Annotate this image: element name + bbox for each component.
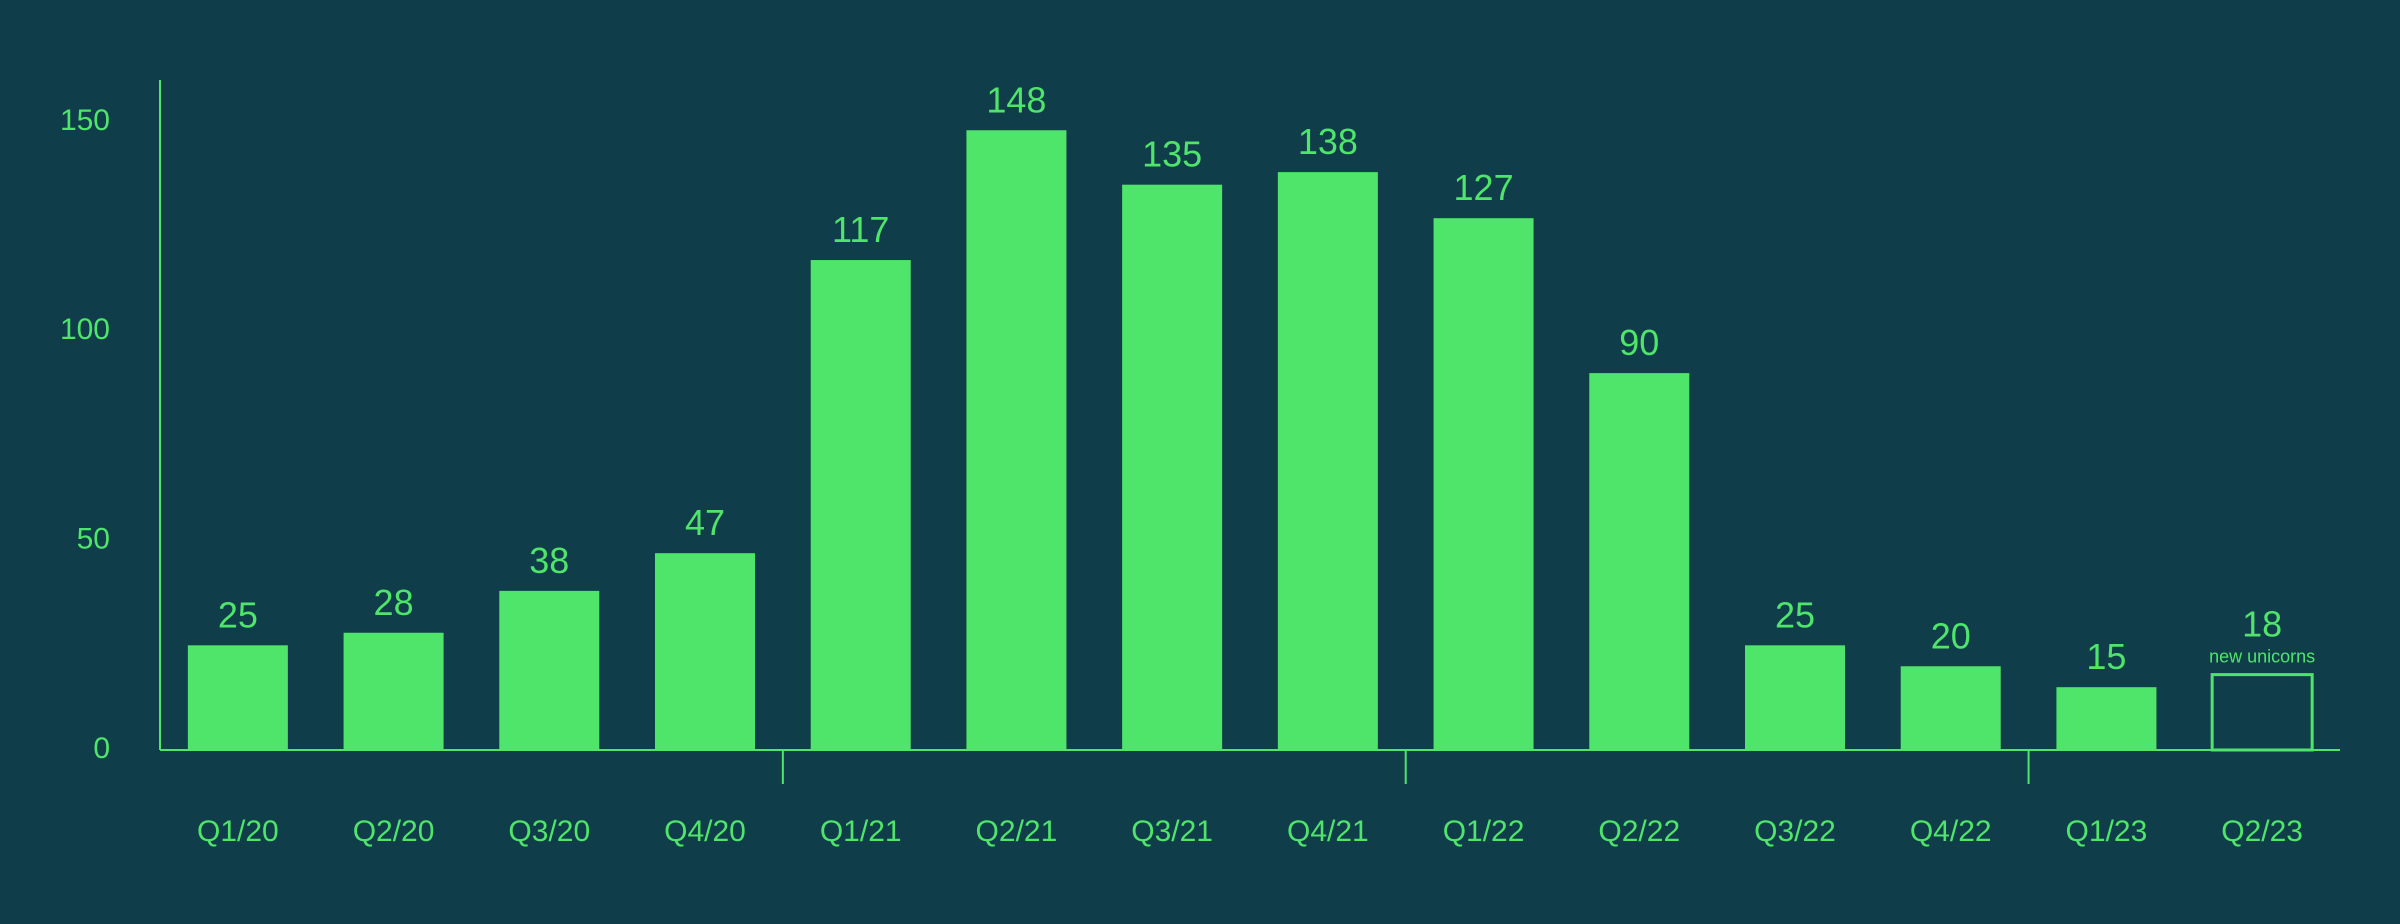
- bar-value-label: 25: [218, 594, 258, 635]
- bar-value-label: 135: [1142, 134, 1202, 175]
- bar: [966, 130, 1066, 750]
- bar: [655, 553, 755, 750]
- bar: [2056, 687, 2156, 750]
- x-tick-label: Q2/21: [976, 815, 1058, 848]
- bar-value-label: 28: [374, 582, 414, 623]
- bar-value-label: 127: [1454, 167, 1514, 208]
- x-tick-label: Q4/21: [1287, 815, 1369, 848]
- bar-value-label: 38: [529, 540, 569, 581]
- chart-svg: 0 50 100 150 25 Q1/20 28 Q2/20 38 Q3/20 47 Q4/20 117…: [0, 0, 2400, 924]
- bar: [344, 633, 444, 750]
- x-tick-label: Q2/22: [1598, 815, 1680, 848]
- x-tick-label: Q4/20: [664, 815, 746, 848]
- bar: [1901, 666, 2001, 750]
- bar-sublabel: new unicorns: [2209, 647, 2315, 667]
- bar: [1122, 185, 1222, 750]
- bar-value-label: 117: [832, 209, 889, 250]
- unicorns-bar-chart: 0 50 100 150 25 Q1/20 28 Q2/20 38 Q3/20 47 Q4/20 117…: [0, 0, 2400, 924]
- x-tick-label: Q3/20: [508, 815, 590, 848]
- x-tick-label: Q2/20: [353, 815, 435, 848]
- bar-value-label: 15: [2086, 636, 2126, 677]
- bar-value-label: 148: [986, 79, 1046, 120]
- x-tick-label: Q1/20: [197, 815, 279, 848]
- x-tick-label: Q3/22: [1754, 815, 1836, 848]
- y-tick-label: 0: [93, 732, 110, 765]
- bar-value-label: 25: [1775, 594, 1815, 635]
- y-tick-label: 50: [77, 523, 110, 556]
- bar: [1434, 218, 1534, 750]
- x-tick-label: Q4/22: [1910, 815, 1992, 848]
- x-tick-label: Q3/21: [1131, 815, 1213, 848]
- y-tick-label: 150: [60, 104, 110, 137]
- bar-value-label: 20: [1931, 615, 1971, 656]
- bar: [188, 645, 288, 750]
- bar: [811, 260, 911, 750]
- bar: [499, 591, 599, 750]
- x-tick-label: Q1/21: [820, 815, 902, 848]
- x-tick-label: Q1/22: [1443, 815, 1525, 848]
- bar-value-label: 90: [1619, 322, 1659, 363]
- x-tick-label: Q2/23: [2221, 815, 2303, 848]
- bar-value-label: 18: [2242, 604, 2282, 645]
- bar: [1745, 645, 1845, 750]
- bar: [1278, 172, 1378, 750]
- bar-value-label: 138: [1298, 121, 1358, 162]
- y-tick-label: 100: [60, 313, 110, 346]
- bar-value-label: 47: [685, 502, 725, 543]
- bar: [1589, 373, 1689, 750]
- x-tick-label: Q1/23: [2066, 815, 2148, 848]
